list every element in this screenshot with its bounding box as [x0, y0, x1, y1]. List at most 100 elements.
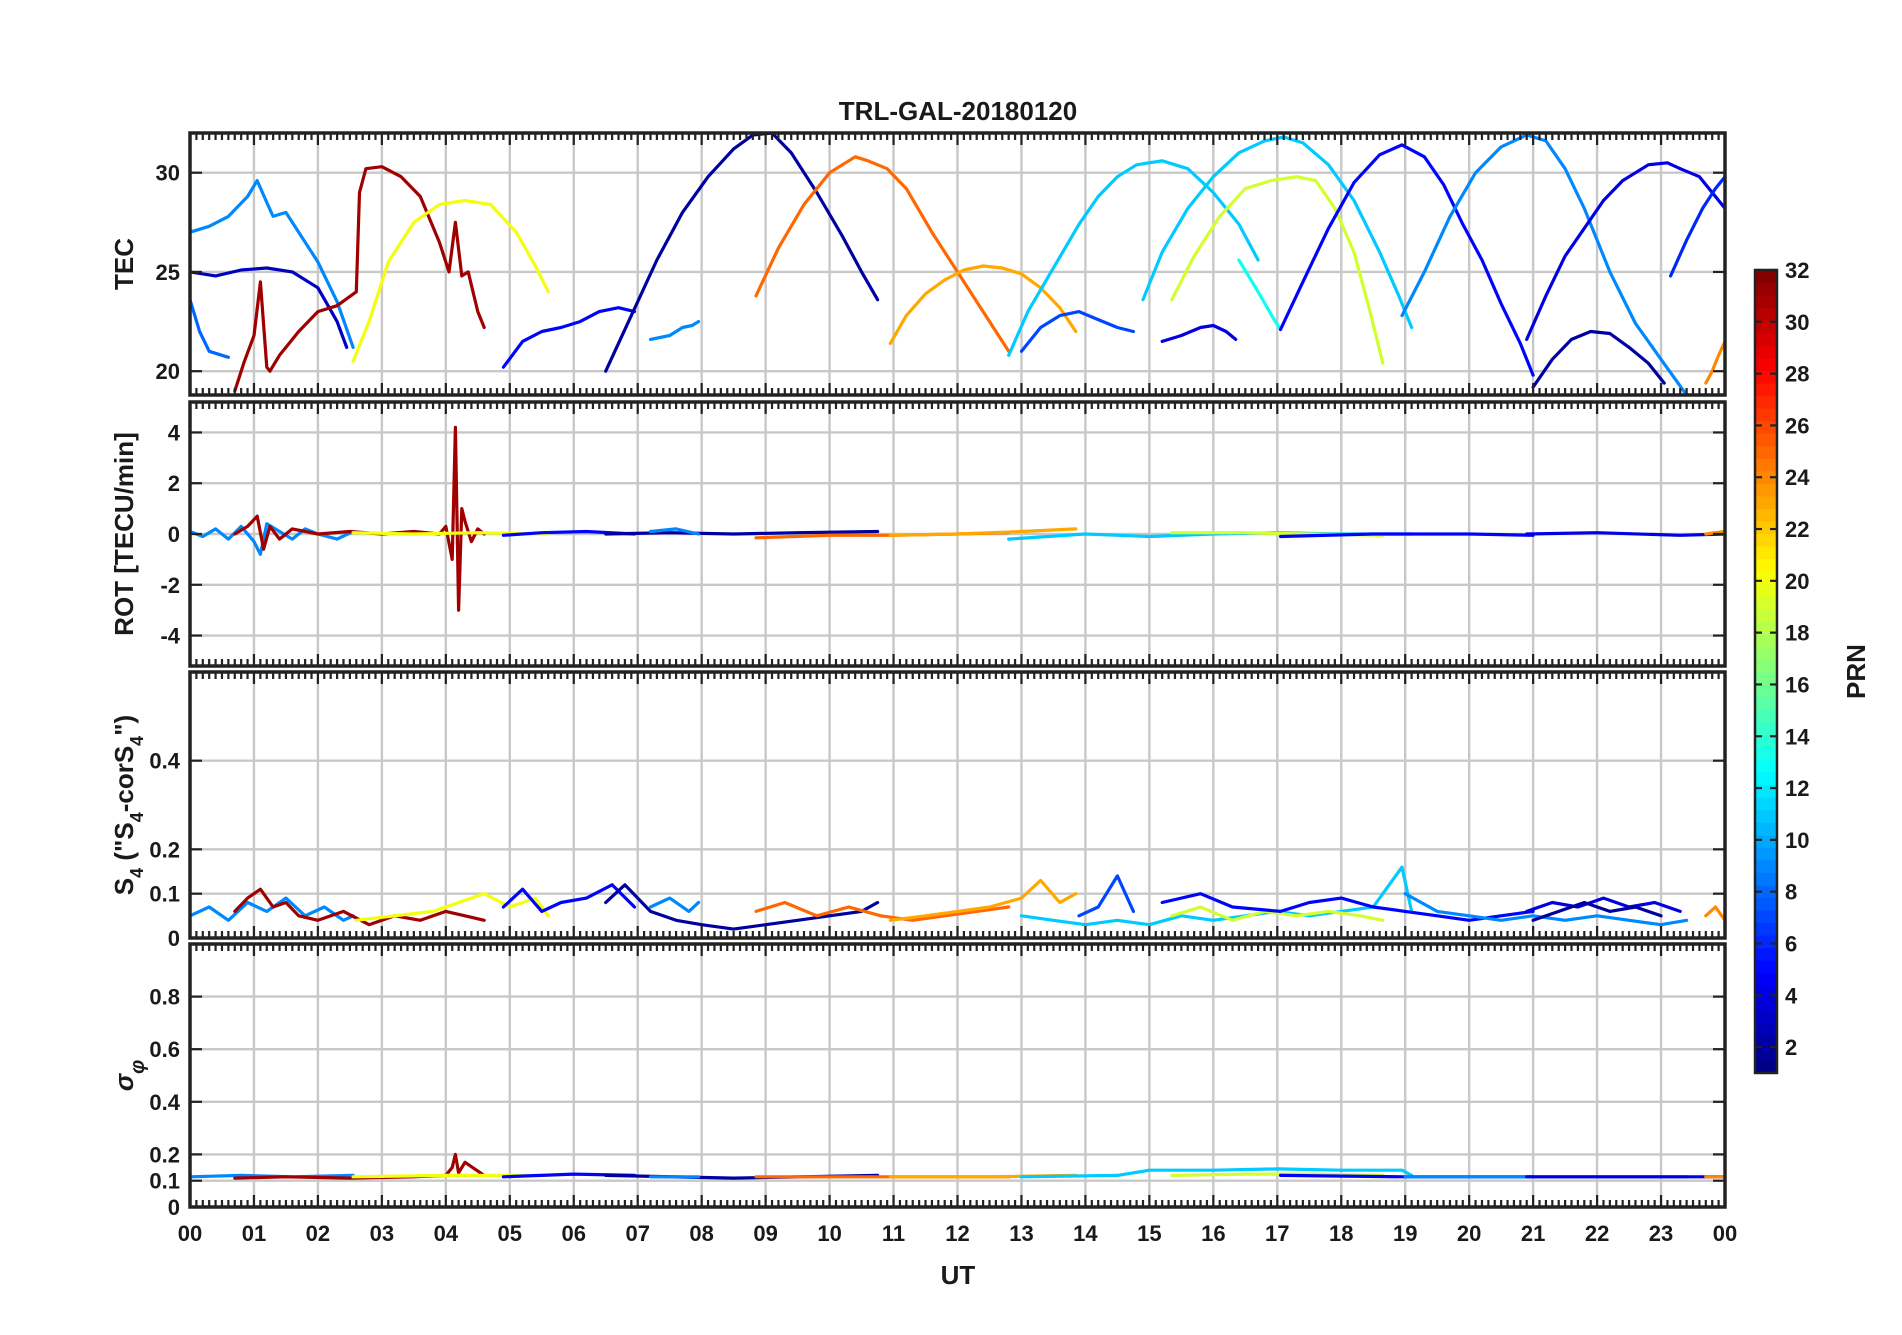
series-prn-13-line	[1237, 258, 1283, 332]
colorbar-step	[1755, 621, 1777, 635]
x-tick-label: 07	[625, 1221, 649, 1246]
y-axis-label-part: σ	[109, 1072, 139, 1091]
colorbar-step	[1755, 520, 1777, 535]
colorbar-step	[1755, 357, 1777, 371]
series-prn-23-line	[888, 527, 1078, 537]
x-tick-label: 16	[1201, 1221, 1225, 1246]
y-tick-label: 0.1	[149, 1169, 180, 1194]
x-tick-label: 13	[1009, 1221, 1033, 1246]
colorbar-tick-label: 12	[1785, 776, 1809, 801]
series-prn-25-line	[754, 900, 1011, 922]
series-prn-2-line	[604, 529, 880, 536]
colorbar-step	[1755, 546, 1777, 560]
colorbar-step	[1755, 1047, 1777, 1062]
series-prn-23-line	[888, 264, 1078, 345]
colorbar-tick-label: 22	[1785, 517, 1809, 542]
series-prn-9-line	[1400, 133, 1689, 395]
x-axis-label: UT	[941, 1260, 976, 1290]
colorbar-step	[1755, 734, 1777, 748]
x-tick-label: 18	[1329, 1221, 1353, 1246]
colorbar-step	[1755, 370, 1777, 384]
series-prn-5-line	[501, 306, 637, 369]
colorbar-step	[1755, 420, 1777, 434]
y-tick-label: 0.6	[149, 1037, 180, 1062]
colorbar-tick-label: 26	[1785, 413, 1809, 438]
plot-frame	[188, 942, 1727, 1209]
x-tick-label: 01	[242, 1221, 266, 1246]
colorbar-step	[1755, 307, 1777, 321]
series-prn-5-line	[1160, 892, 1535, 922]
x-tick-label: 17	[1265, 1221, 1289, 1246]
x-tick-label: 23	[1649, 1221, 1673, 1246]
colorbar-step	[1755, 746, 1777, 760]
colorbar-step	[1755, 433, 1777, 447]
series-prn-11-line	[1019, 1167, 1414, 1179]
colorbar-label: PRN	[1841, 644, 1871, 699]
x-tick-label: 05	[498, 1221, 522, 1246]
x-tick-label: 21	[1521, 1221, 1545, 1246]
colorbar-step	[1755, 909, 1777, 924]
colorbar-step	[1755, 345, 1777, 359]
colorbar-tick-label: 2	[1785, 1035, 1797, 1060]
colorbar-step	[1755, 483, 1777, 497]
y-tick-label: 0	[168, 926, 180, 951]
colorbar-tick-label: 24	[1785, 465, 1810, 490]
series-prn-5-line	[1278, 143, 1535, 377]
series-prn-19-line	[1170, 905, 1385, 922]
series-prn-31-line	[233, 165, 486, 393]
colorbar-step	[1755, 608, 1777, 622]
colorbar-step	[1755, 922, 1777, 936]
y-tick-label: 0.4	[149, 749, 180, 774]
series-prn-4-line	[1525, 161, 1682, 341]
colorbar-step	[1755, 408, 1777, 422]
plot-frame	[188, 131, 1727, 397]
colorbar-step	[1755, 1010, 1777, 1024]
colorbar-step	[1755, 834, 1777, 848]
colorbar-step	[1755, 997, 1777, 1011]
y-axis-label: σφ	[109, 1060, 149, 1091]
series-prn-24-line	[1704, 339, 1725, 385]
x-tick-label: 11	[882, 1221, 905, 1246]
colorbar-step	[1755, 709, 1777, 723]
colorbar-step	[1755, 270, 1777, 284]
series-prn-2-line	[1531, 900, 1663, 922]
colorbar-step	[1755, 759, 1777, 773]
panel-tec: 20 25 30 TEC	[109, 131, 1727, 397]
y-axis-label-part: -corS	[109, 746, 139, 812]
colorbar-step	[1755, 533, 1777, 547]
colorbar-step	[1755, 295, 1777, 309]
plot-frame	[188, 400, 1727, 668]
plot-frame	[188, 670, 1727, 940]
colorbar-tick-label: 28	[1785, 362, 1809, 387]
y-tick-label: 4	[168, 420, 181, 445]
series-prn-31-line	[233, 425, 486, 612]
colorbar-step	[1755, 684, 1777, 698]
panel-s4: 00.10.20.4S4 ("S4-corS4")	[109, 670, 1727, 951]
colorbar-step	[1755, 796, 1777, 811]
series-prn-4-line	[1525, 896, 1682, 913]
series-prn-5-line	[1278, 532, 1535, 539]
series-prn-31-line	[233, 1152, 486, 1180]
series-prn-4-line	[1160, 323, 1238, 343]
series-prn-9-line	[648, 527, 701, 536]
y-axis-label-part: ("S	[109, 822, 139, 868]
series-prn-4-line	[1678, 167, 1725, 210]
colorbar-step	[1755, 897, 1777, 911]
x-tick-label: 02	[306, 1221, 330, 1246]
x-tick-label: 03	[370, 1221, 394, 1246]
series-group	[190, 1152, 1725, 1180]
colorbar-step	[1755, 960, 1777, 974]
series-prn-19-line	[1170, 175, 1385, 365]
series-prn-23-line	[888, 878, 1078, 922]
colorbar-step	[1755, 809, 1777, 823]
y-tick-label: 2	[168, 471, 180, 496]
colorbar-step	[1755, 320, 1777, 334]
colorbar-tick-label: 20	[1785, 569, 1809, 594]
panel-rot: -4 -2 0 2 4 ROT [TECU/min]	[109, 400, 1727, 668]
x-tick-label: 14	[1073, 1221, 1098, 1246]
series-group	[190, 133, 1725, 395]
series-prn-5-line	[501, 883, 637, 913]
y-axis-label: TEC	[109, 238, 139, 290]
